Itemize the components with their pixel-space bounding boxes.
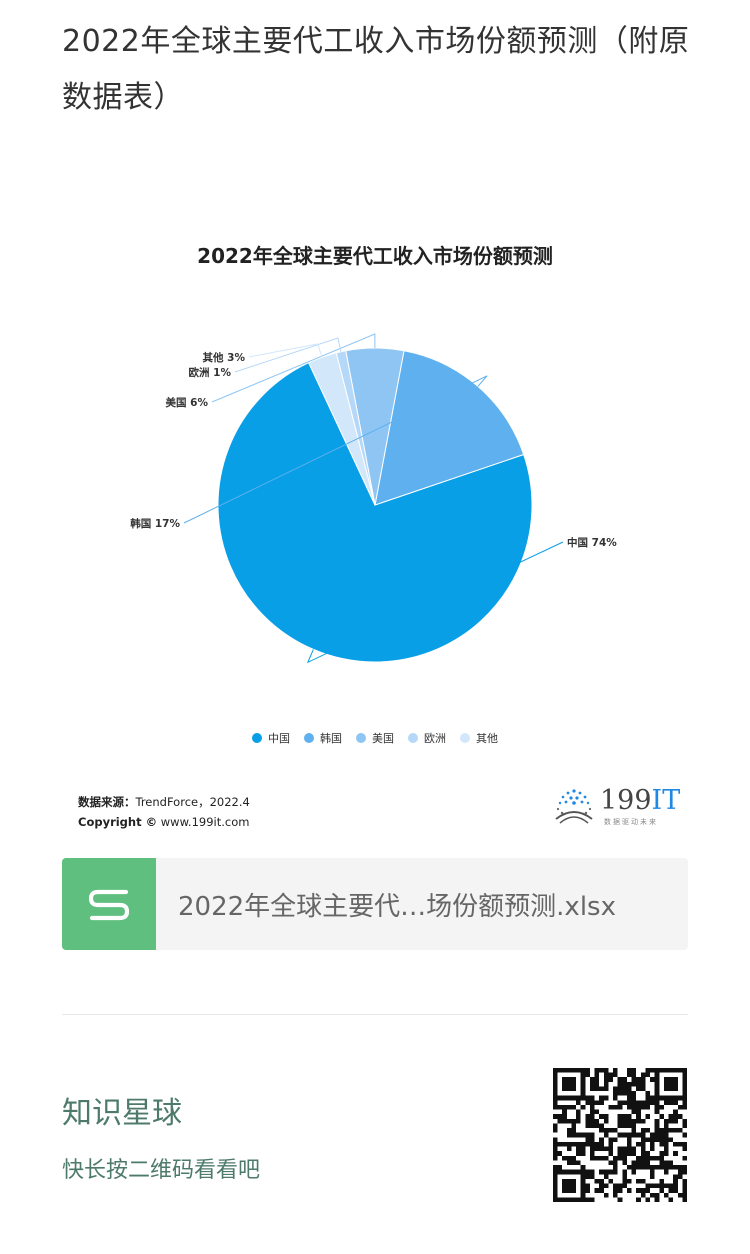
source-text: TrendForce，2022.4 — [135, 795, 250, 809]
pie-data-label: 欧洲 1% — [189, 366, 232, 379]
knowledge-planet-subtitle: 快长按二维码看看吧 — [62, 1158, 261, 1183]
attachment-file-name: 2022年全球主要代…场份额预测.xlsx — [178, 892, 616, 922]
pie-leader-line — [306, 541, 564, 664]
copyright-label: Copyright © — [78, 815, 158, 829]
article-title: 2022年全球主要代工收入市场份额预测（附原数据表） — [62, 24, 690, 115]
legend-dot — [356, 733, 366, 743]
pie-data-label: 中国 74% — [567, 536, 617, 549]
qr-code-icon[interactable] — [553, 1068, 687, 1202]
legend-item: 美国 — [356, 730, 394, 746]
pie-leader-line — [234, 337, 342, 373]
pie-data-label: 韩国 17% — [130, 517, 180, 530]
source-label: 数据来源： — [78, 795, 136, 809]
legend-dot — [252, 733, 262, 743]
source-block: 数据来源：TrendForce，2022.4 Copyright © www.1… — [78, 792, 250, 832]
pie-leader-line — [248, 343, 323, 358]
attachment-file-card[interactable]: 2022年全球主要代…场份额预测.xlsx — [62, 858, 688, 950]
legend-item: 其他 — [460, 730, 498, 746]
chart-card: 2022年全球主要代工收入市场份额预测 中国 74% 韩国 17% 美国 6% 欧洲 … — [62, 215, 688, 845]
brand-name: 199 — [600, 785, 652, 816]
legend-item: 中国 — [252, 730, 290, 746]
pie-slice-其他 — [307, 352, 376, 506]
legend-label: 欧洲 — [424, 732, 446, 745]
legend-label: 美国 — [372, 732, 394, 745]
legend-dot — [460, 733, 470, 743]
legend-label: 中国 — [268, 732, 290, 745]
legend-label: 其他 — [476, 732, 498, 745]
copyright-text: www.199it.com — [160, 815, 250, 829]
chart-legend: 中国 韩国 美国 欧洲 其他 — [62, 730, 688, 746]
legend-dot — [408, 733, 418, 743]
legend-item: 欧洲 — [408, 730, 446, 746]
legend-label: 韩国 — [320, 732, 342, 745]
dandelion-logo-icon — [555, 789, 593, 824]
knowledge-planet-title: 知识星球 — [62, 1096, 182, 1131]
legend-dot — [304, 733, 314, 743]
chart-title: 2022年全球主要代工收入市场份额预测 — [197, 244, 553, 268]
brand-logo: 199IT 数据驱动未来 — [552, 785, 682, 829]
brand-it: IT — [651, 785, 681, 816]
pie-leader-line — [183, 375, 488, 524]
brand-slogan: 数据驱动未来 — [604, 818, 658, 826]
section-divider — [62, 1014, 688, 1015]
pie-data-label: 其他 3% — [203, 351, 246, 364]
legend-item: 韩国 — [304, 730, 342, 746]
pie-data-label: 美国 6% — [166, 396, 209, 409]
pie-leader-line — [211, 333, 376, 403]
spreadsheet-s-icon — [62, 858, 156, 950]
pie-chart: 中国 74% 韩国 17% 美国 6% 欧洲 1% 其他 3% — [130, 333, 617, 664]
